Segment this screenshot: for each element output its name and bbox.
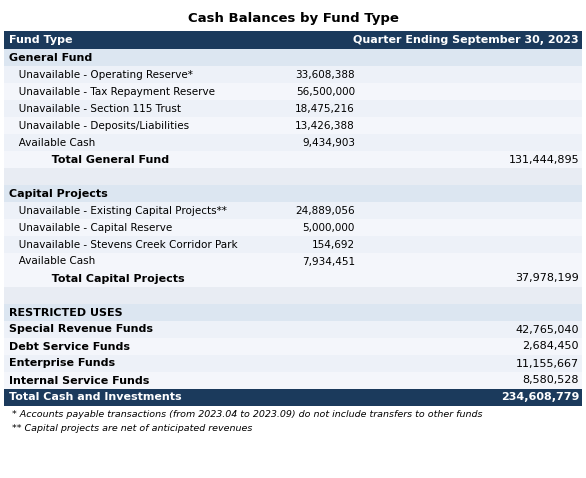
Text: Unavailable - Capital Reserve: Unavailable - Capital Reserve [9, 222, 172, 232]
Text: 131,444,895: 131,444,895 [509, 154, 579, 164]
Text: 56,500,000: 56,500,000 [296, 87, 355, 97]
Text: Special Revenue Funds: Special Revenue Funds [9, 325, 153, 335]
Text: ** Capital projects are net of anticipated revenues: ** Capital projects are net of anticipat… [9, 424, 253, 433]
Text: Total General Fund: Total General Fund [9, 154, 169, 164]
Text: 5,000,000: 5,000,000 [302, 222, 355, 232]
Text: Available Cash: Available Cash [9, 257, 96, 267]
Text: Capital Projects: Capital Projects [9, 188, 108, 198]
Text: * Accounts payable transactions (from 2023.04 to 2023.09) do not include transfe: * Accounts payable transactions (from 20… [9, 410, 482, 419]
Text: Enterprise Funds: Enterprise Funds [9, 358, 115, 369]
Text: 11,155,667: 11,155,667 [516, 358, 579, 369]
Text: 18,475,216: 18,475,216 [295, 104, 355, 113]
Text: Unavailable - Existing Capital Projects**: Unavailable - Existing Capital Projects*… [9, 206, 227, 216]
Bar [4, 66, 582, 83]
Bar [4, 49, 582, 66]
Bar [4, 83, 582, 100]
Text: General Fund: General Fund [9, 53, 92, 63]
Text: Total Cash and Investments: Total Cash and Investments [9, 392, 182, 402]
Bar [4, 338, 582, 355]
Text: 2,684,450: 2,684,450 [523, 341, 579, 351]
Text: Internal Service Funds: Internal Service Funds [9, 376, 149, 385]
Text: Quarter Ending September 30, 2023: Quarter Ending September 30, 2023 [353, 35, 579, 45]
Text: 9,434,903: 9,434,903 [302, 138, 355, 148]
Text: Available Cash: Available Cash [9, 138, 96, 148]
Text: RESTRICTED USES: RESTRICTED USES [9, 307, 122, 317]
Text: 42,765,040: 42,765,040 [516, 325, 579, 335]
Text: 24,889,056: 24,889,056 [295, 206, 355, 216]
Bar [4, 236, 582, 253]
Bar [4, 304, 582, 321]
Text: 13,426,388: 13,426,388 [295, 120, 355, 130]
Bar [4, 270, 582, 287]
Text: Unavailable - Tax Repayment Reserve: Unavailable - Tax Repayment Reserve [9, 87, 215, 97]
Bar [4, 253, 582, 270]
Text: Unavailable - Operating Reserve*: Unavailable - Operating Reserve* [9, 69, 193, 79]
Text: 37,978,199: 37,978,199 [515, 273, 579, 283]
Bar [4, 31, 582, 49]
Text: 8,580,528: 8,580,528 [523, 376, 579, 385]
Bar [4, 202, 582, 219]
Bar [4, 372, 582, 389]
Bar [4, 389, 582, 406]
Bar [4, 151, 582, 168]
Text: Unavailable - Section 115 Trust: Unavailable - Section 115 Trust [9, 104, 181, 113]
Bar [4, 355, 582, 372]
Text: Unavailable - Deposits/Liabilities: Unavailable - Deposits/Liabilities [9, 120, 189, 130]
Text: Debt Service Funds: Debt Service Funds [9, 341, 130, 351]
Text: 154,692: 154,692 [312, 239, 355, 250]
Bar [4, 219, 582, 236]
Bar [4, 100, 582, 117]
Bar [4, 168, 582, 185]
Bar [4, 321, 582, 338]
Text: 234,608,779: 234,608,779 [500, 392, 579, 402]
Text: 7,934,451: 7,934,451 [302, 257, 355, 267]
Bar [4, 134, 582, 151]
Text: 33,608,388: 33,608,388 [295, 69, 355, 79]
Bar [4, 287, 582, 304]
Text: Total Capital Projects: Total Capital Projects [9, 273, 185, 283]
Text: Unavailable - Stevens Creek Corridor Park: Unavailable - Stevens Creek Corridor Par… [9, 239, 238, 250]
Text: Fund Type: Fund Type [9, 35, 73, 45]
Bar [4, 185, 582, 202]
Bar [4, 117, 582, 134]
Text: Cash Balances by Fund Type: Cash Balances by Fund Type [188, 11, 398, 24]
